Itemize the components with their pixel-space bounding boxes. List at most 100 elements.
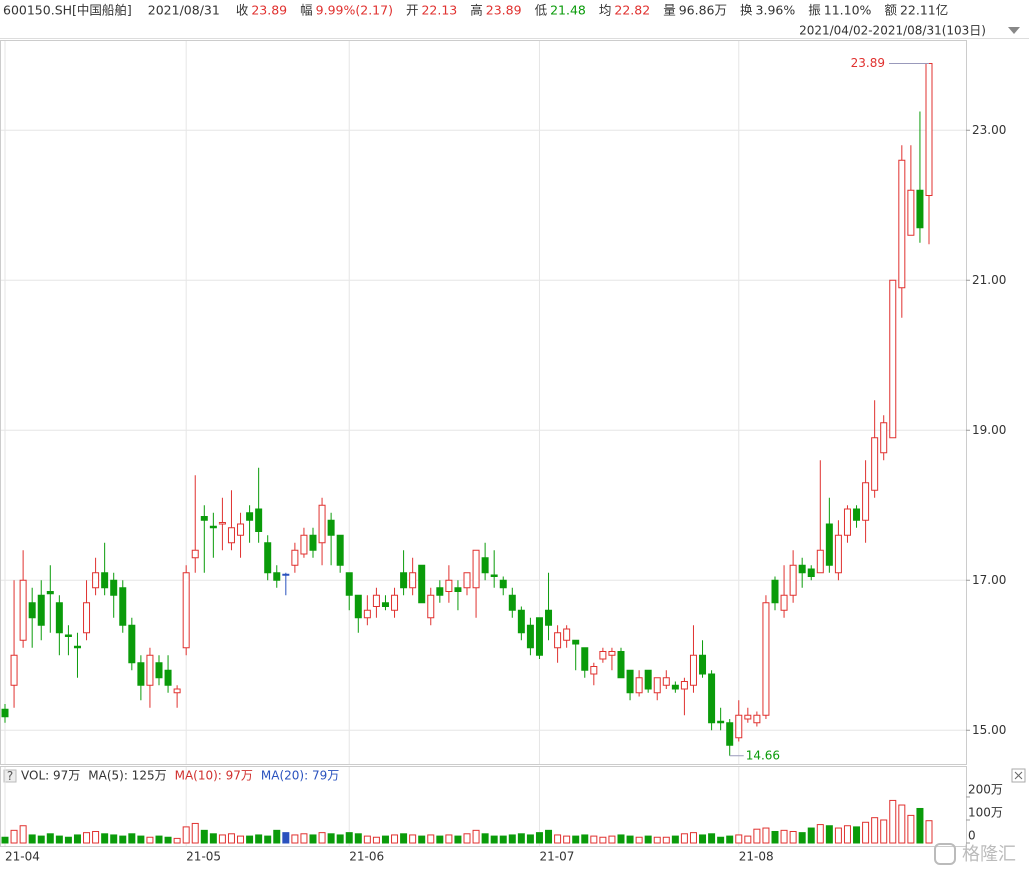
y2-tick-label: 200万	[968, 782, 1003, 796]
candle-body	[46, 591, 54, 595]
volume-bar	[246, 835, 254, 844]
volume-frame	[0, 766, 967, 847]
volume-bar	[164, 836, 172, 844]
candle-body	[454, 587, 462, 592]
volume-bar	[834, 827, 842, 844]
candle-body	[798, 564, 806, 574]
candle-body	[581, 647, 589, 671]
candle-body	[182, 572, 190, 649]
volume-bar	[862, 821, 870, 844]
volume-bar	[264, 835, 272, 844]
x-tick-label: 21-06	[349, 850, 384, 864]
candle-body	[662, 677, 670, 686]
candle-body	[345, 572, 353, 596]
volume-bar	[10, 829, 18, 844]
range-label: 2021/04/02-2021/08/31(103日)	[799, 24, 986, 38]
candle-body	[55, 602, 63, 634]
watermark: 格隆汇	[934, 843, 1016, 865]
candle-body	[255, 508, 263, 532]
volume-bar	[409, 834, 417, 844]
candle-body	[436, 587, 444, 596]
candle-body	[336, 534, 344, 566]
candle-body	[762, 602, 770, 716]
volume-bar	[218, 834, 226, 844]
candle-body	[816, 549, 824, 574]
candle-body	[599, 651, 607, 660]
candle-body	[735, 714, 743, 739]
volume-bar	[472, 829, 480, 844]
volume-bar	[726, 835, 734, 844]
candle-body	[871, 437, 879, 491]
volume-bar	[1, 836, 9, 844]
dropdown-icon[interactable]	[1008, 27, 1020, 34]
header-label: 开	[406, 3, 419, 18]
volume-bar	[273, 829, 281, 844]
volume-legend: VOL: 97万	[21, 769, 80, 783]
volume-bar	[110, 834, 118, 844]
candle-body	[10, 654, 18, 686]
candle-body	[73, 645, 81, 649]
x-tick-label: 21-04	[5, 850, 40, 864]
volume-bar	[807, 827, 815, 844]
header-label: 额	[884, 3, 897, 18]
header-label: 低	[535, 3, 548, 18]
volume-bar	[535, 832, 543, 844]
candle-body	[327, 519, 335, 536]
volume-bar	[445, 834, 453, 844]
volume-bar	[73, 834, 81, 844]
close-icon[interactable]	[1014, 771, 1023, 780]
volume-bar	[780, 829, 788, 844]
volume-bar	[427, 834, 435, 844]
candle-body	[28, 602, 36, 619]
volume-bar	[64, 836, 72, 844]
candle-body	[635, 677, 643, 694]
volume-bar	[889, 799, 897, 844]
volume-bar	[508, 834, 516, 844]
volume-bar	[590, 835, 598, 844]
volume-legend: MA(10): 97万	[175, 769, 253, 783]
candle-body	[391, 594, 399, 611]
candle-body	[843, 508, 851, 536]
volume-bar	[182, 826, 190, 844]
candle-body	[689, 654, 697, 686]
help-box[interactable]	[3, 769, 17, 783]
volume-bar	[599, 836, 607, 844]
volume-bar	[853, 826, 861, 844]
volume-bar	[671, 835, 679, 844]
candle-body	[807, 568, 815, 577]
volume-bar	[843, 825, 851, 844]
header-label: 换	[740, 3, 753, 18]
candle-body	[128, 624, 136, 664]
candle-body	[889, 279, 897, 439]
header-value: 9.99%(2.17)	[316, 3, 393, 18]
candle-body	[608, 651, 616, 656]
candle-body	[572, 639, 580, 645]
candle-body	[19, 579, 27, 641]
candle-body	[200, 516, 208, 521]
candle-body	[907, 189, 915, 236]
volume-bar	[146, 836, 154, 844]
volume-bar	[608, 835, 616, 844]
candle-body	[789, 564, 797, 596]
y-tick-label: 17.00	[972, 573, 1006, 587]
volume-bar	[907, 814, 915, 844]
candle-body	[218, 522, 226, 525]
candle-body	[300, 534, 308, 555]
volume-bar	[916, 807, 924, 844]
header-label: 600150.SH[中国船舶]	[3, 3, 132, 18]
volume-bar	[490, 835, 498, 844]
volume-bar	[545, 829, 553, 844]
candle-body	[617, 651, 625, 679]
volume-bar	[699, 834, 707, 844]
volume-bar	[55, 835, 63, 844]
candle-body	[400, 572, 408, 589]
candle-body	[173, 688, 181, 694]
help-icon[interactable]: ?	[7, 769, 13, 783]
candle-body	[526, 624, 534, 649]
volume-bar	[581, 834, 589, 844]
volume-bar	[717, 836, 725, 844]
candle-body	[309, 534, 317, 551]
y2-tick-label: 100万	[968, 805, 1003, 819]
candle-body	[101, 572, 109, 589]
volume-legend: MA(5): 125万	[88, 769, 166, 783]
